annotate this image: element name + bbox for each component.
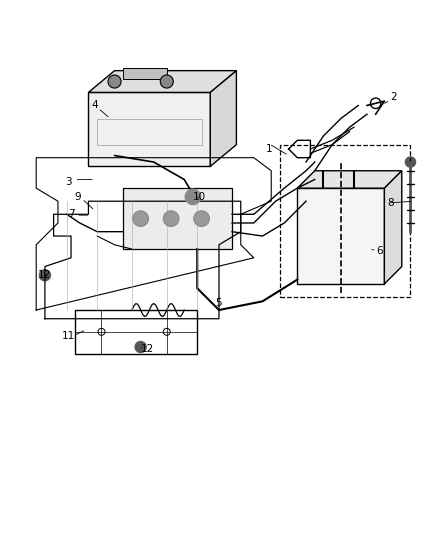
- Circle shape: [160, 75, 173, 88]
- Bar: [75, 310, 197, 353]
- Circle shape: [194, 211, 209, 227]
- Text: 8: 8: [388, 198, 394, 208]
- Text: 6: 6: [377, 246, 383, 256]
- Bar: [123, 68, 167, 79]
- Circle shape: [185, 189, 201, 205]
- Text: 3: 3: [66, 176, 72, 187]
- Circle shape: [135, 341, 146, 353]
- Circle shape: [133, 211, 148, 227]
- Circle shape: [163, 211, 179, 227]
- Text: 12: 12: [141, 344, 154, 354]
- Text: 11: 11: [62, 331, 75, 341]
- Text: 12: 12: [38, 270, 52, 280]
- Circle shape: [39, 270, 50, 281]
- Text: 10: 10: [193, 192, 206, 202]
- Text: 7: 7: [68, 209, 74, 219]
- Polygon shape: [210, 71, 237, 166]
- Text: 4: 4: [92, 100, 98, 110]
- Bar: [123, 188, 232, 249]
- Circle shape: [405, 157, 416, 167]
- Text: 2: 2: [390, 92, 396, 102]
- Text: 9: 9: [74, 192, 81, 202]
- Bar: [97, 118, 201, 144]
- Polygon shape: [385, 171, 402, 284]
- Bar: [297, 188, 385, 284]
- Text: 5: 5: [215, 298, 223, 309]
- Circle shape: [108, 75, 121, 88]
- Bar: [88, 92, 210, 166]
- Polygon shape: [297, 171, 402, 188]
- Polygon shape: [88, 71, 237, 92]
- Text: 1: 1: [266, 144, 272, 154]
